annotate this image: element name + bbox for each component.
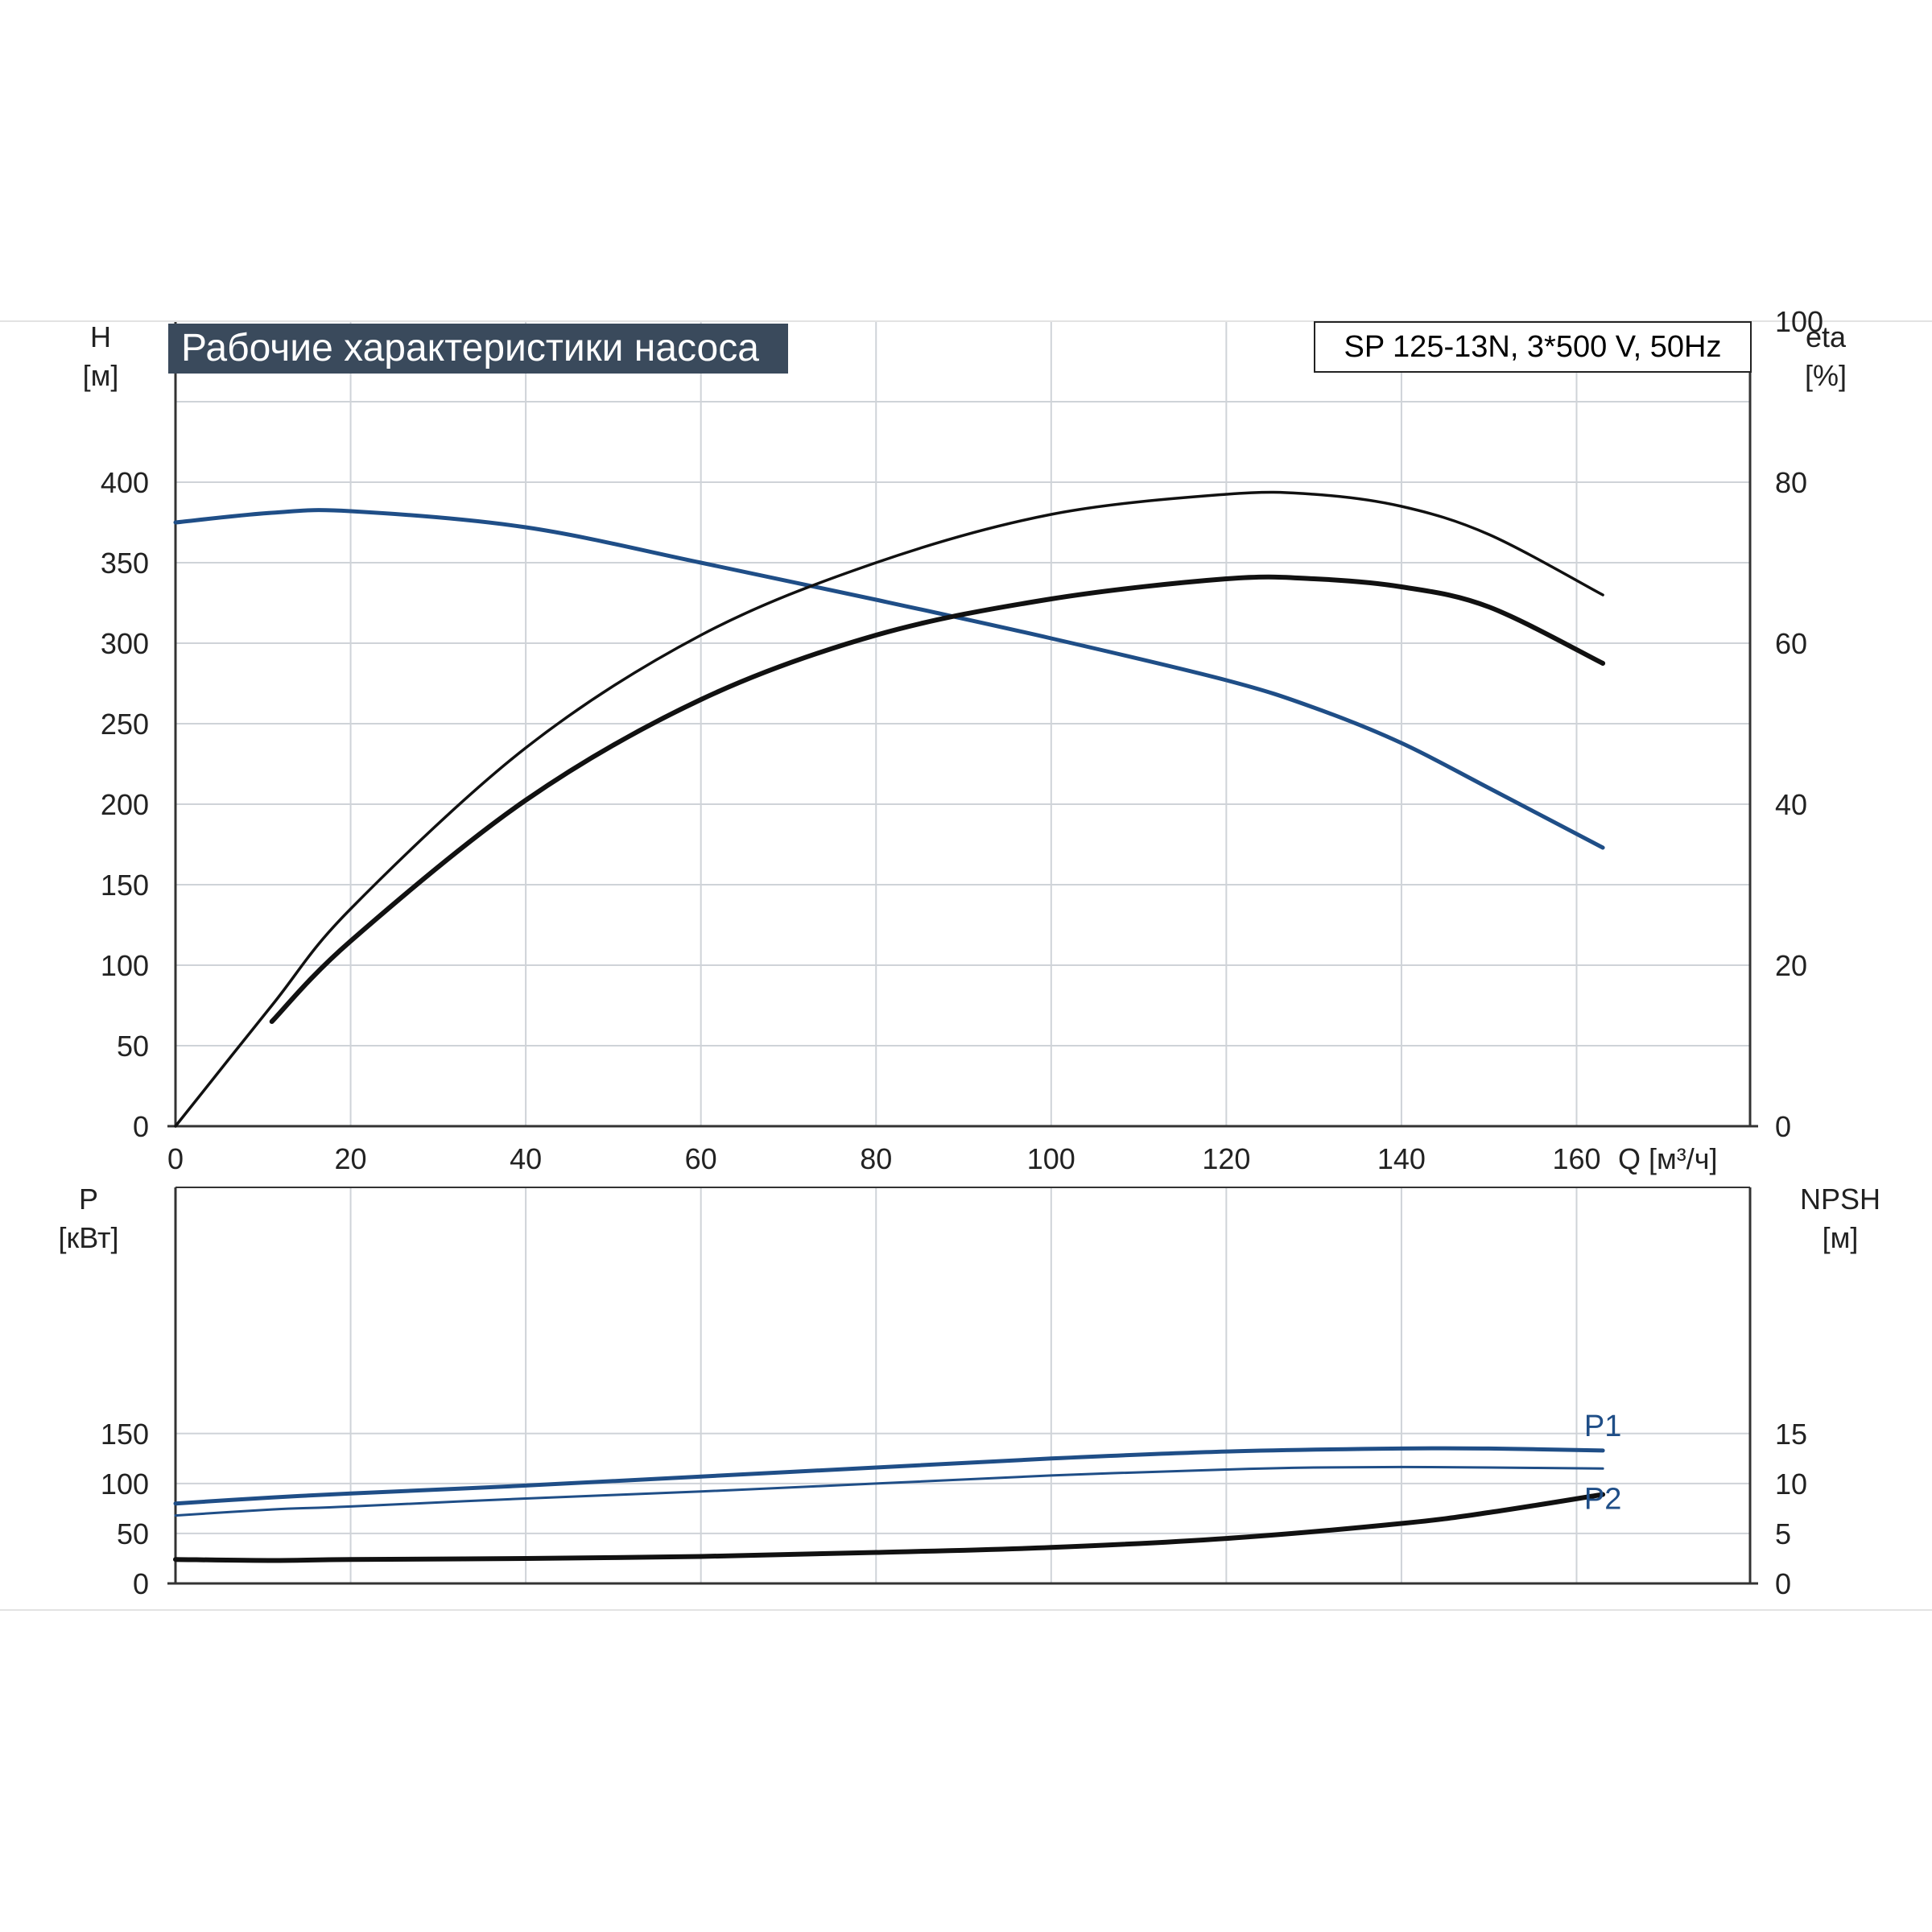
bottom-left-tick-50: 50 (117, 1517, 149, 1550)
bottom-right-tick-5: 5 (1775, 1517, 1791, 1550)
series-p1 (173, 1446, 1605, 1506)
series-layer (173, 490, 1606, 1563)
top-left-tick-250: 250 (101, 708, 149, 741)
series-p2 (174, 1465, 1604, 1517)
header-separator-top (0, 320, 1932, 322)
top-left-tick-50: 50 (117, 1030, 149, 1063)
x-tick-20: 20 (335, 1142, 367, 1175)
top-left-axis-name: H (90, 320, 111, 353)
bottom-left-tick-100: 100 (101, 1468, 149, 1501)
x-tick-100: 100 (1027, 1142, 1075, 1175)
top-left-axis-unit: [м] (82, 359, 119, 392)
top-left-tick-200: 200 (101, 788, 149, 821)
top-left-tick-0: 0 (133, 1110, 149, 1143)
top-right-tick-0: 0 (1775, 1110, 1791, 1143)
top-left-tick-350: 350 (101, 547, 149, 580)
top-right-axis-name: eta (1805, 320, 1847, 353)
top-right-axis-unit: [%] (1804, 359, 1847, 392)
top-left-tick-150: 150 (101, 869, 149, 902)
header-separator-bottom (0, 1609, 1932, 1611)
bottom-left-tick-150: 150 (101, 1418, 149, 1451)
x-tick-60: 60 (685, 1142, 717, 1175)
bottom-right-tick-15: 15 (1775, 1418, 1807, 1451)
bottom-right-axis-unit: [м] (1822, 1221, 1859, 1254)
bottom-right-tick-10: 10 (1775, 1468, 1807, 1501)
series-label-p1: P1 (1584, 1410, 1621, 1443)
series-npsh (173, 1492, 1606, 1563)
series-eta_hydraulic (174, 490, 1604, 1128)
top-right-tick-40: 40 (1775, 788, 1807, 821)
x-tick-0: 0 (167, 1142, 184, 1175)
top-left-tick-300: 300 (101, 627, 149, 660)
top-left-tick-100: 100 (101, 949, 149, 982)
bottom-right-axis-name: NPSH (1799, 1183, 1881, 1216)
series-label-p2: P2 (1584, 1482, 1621, 1516)
bottom-left-axis-name: P (78, 1183, 98, 1216)
axes-layer (167, 322, 1758, 1585)
top-right-tick-80: 80 (1775, 466, 1807, 499)
series-h (173, 508, 1605, 850)
grid-layer (175, 322, 1750, 1583)
top-left-tick-400: 400 (101, 466, 149, 499)
x-tick-40: 40 (510, 1142, 542, 1175)
bottom-right-tick-0: 0 (1775, 1567, 1791, 1600)
top-right-tick-20: 20 (1775, 949, 1807, 982)
bottom-left-tick-0: 0 (133, 1567, 149, 1600)
series-eta_total (269, 574, 1606, 1024)
chart-title: Рабочие характеристики насоса (168, 324, 788, 374)
ticks-layer: 0 20 40 60 80 100 120 140 1600501001502002503003… (101, 305, 1823, 1600)
x-tick-140: 140 (1377, 1142, 1426, 1175)
x-axis-label: Q [м³/ч] (1618, 1142, 1718, 1175)
bottom-left-axis-unit: [кВт] (58, 1221, 119, 1254)
top-right-tick-100: 100 (1775, 305, 1823, 338)
x-tick-120: 120 (1202, 1142, 1250, 1175)
x-tick-160: 160 (1552, 1142, 1600, 1175)
x-tick-80: 80 (860, 1142, 892, 1175)
top-right-tick-60: 60 (1775, 627, 1807, 660)
model-label: SP 125-13N, 3*500 V, 50Hz (1314, 321, 1752, 373)
